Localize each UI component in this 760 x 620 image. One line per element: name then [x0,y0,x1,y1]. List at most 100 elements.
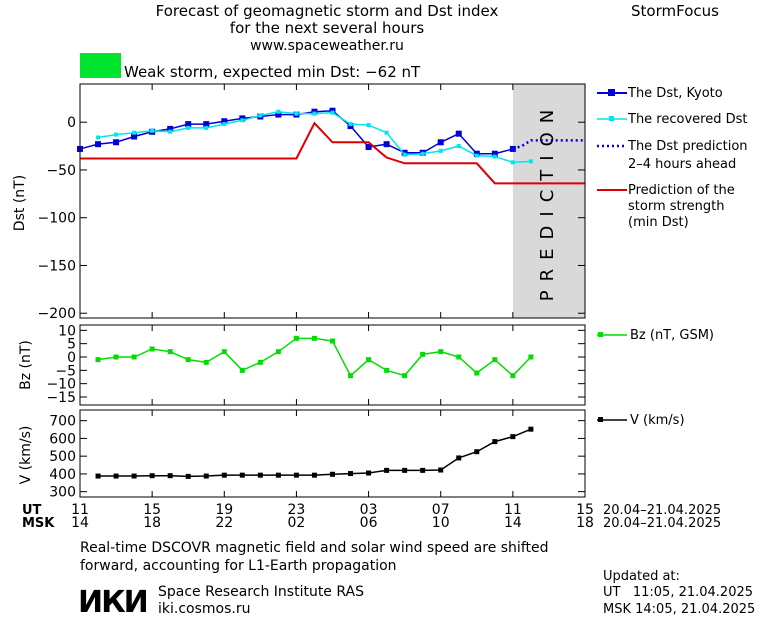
data-point [293,335,299,341]
bz-axis-label: Bz (nT) [18,340,34,390]
panel-frame-2 [79,409,586,498]
data-point [239,472,245,478]
y-tick-label: 500 [49,449,76,465]
institute-name: Space Research Institute RAS [158,584,364,600]
bz-plot-area [95,335,534,379]
legend-strength-2: storm strength [628,199,725,214]
y-tick-label: −50 [46,163,76,179]
data-point [348,471,354,477]
data-point [456,455,462,461]
ut-tick-label: 11 [71,502,89,518]
y-tick-label: 600 [49,431,76,447]
data-point [438,467,444,473]
data-point [510,434,516,440]
data-point [528,354,534,360]
y-tick-label: 0 [67,115,76,131]
prediction-label: PREDICTION [537,101,558,301]
data-point [95,473,101,479]
data-point [222,122,227,127]
series-line-0-1 [97,110,531,164]
data-point [149,346,155,352]
legend-recovered-marker [609,116,614,121]
y-tick-label: 5 [67,337,76,353]
data-point [384,130,389,135]
data-point [330,338,335,344]
brand-name: StormFocus [631,2,719,20]
data-point [131,473,137,479]
data-point [474,449,480,455]
data-point [185,121,192,128]
legend-recovered: The recovered Dst [627,112,747,127]
panel-frame-1 [79,324,586,406]
data-point [455,130,462,137]
title-line2: for the next several hours [230,19,425,37]
storm-level-label: Weak storm, expected min Dst: −62 nT [124,63,421,81]
data-point [492,154,497,159]
data-point [365,144,372,151]
data-point [276,109,281,114]
updated-ut: UT 11:05, 21.04.2025 [603,585,753,600]
ut-tick-label: 03 [360,502,378,518]
data-point [131,354,137,360]
data-point [114,132,119,137]
data-point [492,439,498,445]
data-point [275,472,281,478]
ut-label: UT [22,503,42,518]
data-point [221,472,227,478]
ut-tick-label: 15 [576,502,594,518]
data-point [402,152,407,157]
data-point [294,111,299,116]
y-tick-label: −10 [46,377,76,393]
institute-site: iki.cosmos.ru [158,601,250,617]
series-line-0-3 [80,121,585,185]
series-line-1-0 [97,337,532,377]
title-line1: Forecast of geomagnetic storm and Dst in… [156,2,499,20]
legend-strength-3: (min Dst) [628,215,689,230]
msk-date-range: 20.04–21.04.2025 [603,516,721,531]
data-point [293,472,299,478]
data-point [438,349,444,355]
data-point [113,139,120,146]
y-tick-label: 700 [49,414,76,430]
data-point [221,118,228,125]
data-point [275,349,281,355]
data-point [366,357,372,363]
data-point [510,373,516,379]
legend-kyoto: The Dst, Kyoto [627,86,723,101]
ut-tick-label: 23 [288,502,306,518]
legend: The Dst, Kyoto The recovered Dst The Dst… [597,86,748,428]
data-point [168,129,173,134]
msk-tick-label: 10 [432,515,450,531]
data-point [312,111,317,116]
axes-frames: 0−50−100−150−2001050−5−10−15700600500400… [38,83,586,501]
msk-tick-label: 22 [215,515,233,531]
data-point [185,357,191,363]
msk-tick-label: 14 [71,515,89,531]
data-point [95,141,102,148]
data-point [96,135,101,140]
y-tick-label: −150 [38,258,76,274]
legend-prediction-1: The Dst prediction [627,139,748,154]
iki-logo: ИКИ [78,585,147,620]
data-point [203,473,209,479]
msk-tick-label: 18 [143,515,161,531]
data-point [240,118,245,123]
data-point [113,354,119,360]
y-tick-label: 300 [49,485,76,501]
data-point [510,160,515,165]
data-point [186,125,191,130]
ut-tick-label: 19 [215,502,233,518]
data-point [311,335,317,341]
data-point [150,128,155,133]
msk-tick-label: 18 [576,515,594,531]
data-point [204,125,209,130]
data-point [113,473,119,479]
data-point [402,373,408,379]
data-point [420,351,426,357]
ut-tick-label: 11 [504,502,522,518]
data-point [275,111,282,118]
data-point [330,471,335,477]
data-point [95,357,101,363]
legend-bz-marker [598,332,603,337]
y-tick-label: 10 [58,323,76,339]
